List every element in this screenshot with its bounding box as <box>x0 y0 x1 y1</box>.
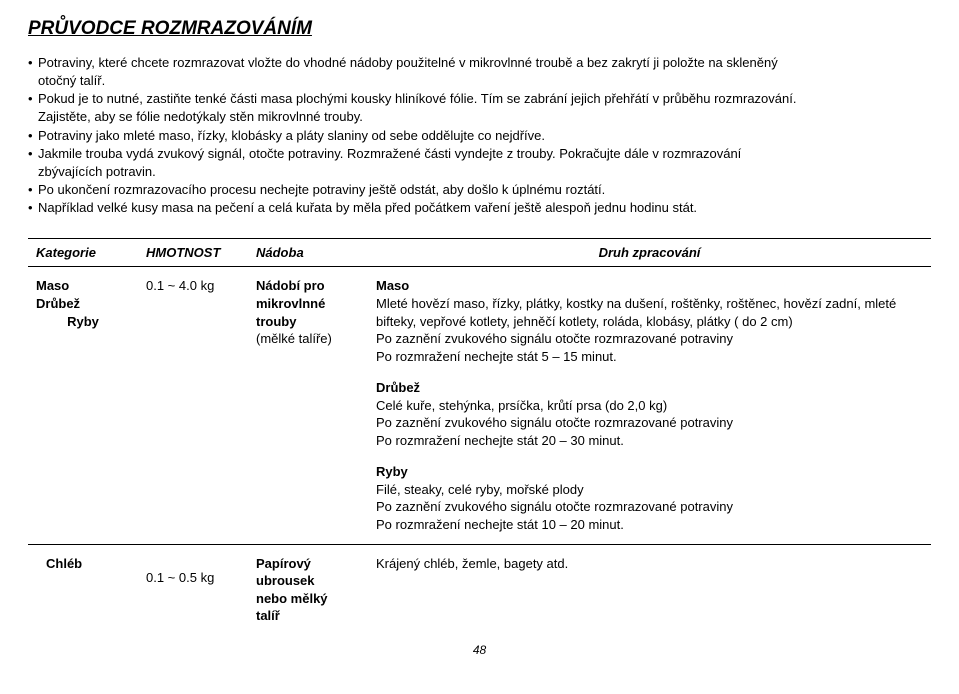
bullet-dot: • <box>28 90 38 107</box>
cat-fish: Ryby <box>36 313 130 331</box>
table-row: Maso Drůbež Ryby 0.1 ~ 4.0 kg Nádobí pro… <box>28 267 931 544</box>
table-header-row: Kategorie HMOTNOST Nádoba Druh zpracován… <box>28 239 931 267</box>
cat-meat: Maso <box>36 277 130 295</box>
bullet-dot: • <box>28 181 38 198</box>
bullet-text: Potraviny, které chcete rozmrazovat vlož… <box>38 54 931 71</box>
proc-line: Po rozmražení nechejte stát 5 – 15 minut… <box>376 348 923 366</box>
bullet-text: Například velké kusy masa na pečení a ce… <box>38 199 931 216</box>
vessel-line: Nádobí pro <box>256 277 360 295</box>
bullet-dot: • <box>28 145 38 162</box>
proc-line: Mleté hovězí maso, řízky, plátky, kostky… <box>376 295 923 313</box>
th-category: Kategorie <box>28 239 138 267</box>
proc-line: Po zaznění zvukového signálu otočte rozm… <box>376 414 923 432</box>
cell-category: Maso Drůbež Ryby <box>28 267 138 544</box>
bullet-text: zbývajících potravin. <box>38 163 931 180</box>
proc-heading: Drůbež <box>376 379 923 397</box>
bullet-text: Potraviny jako mleté maso, řízky, klobás… <box>38 127 931 144</box>
proc-line: Po zaznění zvukového signálu otočte rozm… <box>376 330 923 348</box>
bullet-text: Zajistěte, aby se fólie nedotýkaly stěn … <box>38 108 931 125</box>
bullet-dot <box>28 108 38 125</box>
weight-value: 0.1 ~ 0.5 kg <box>146 570 214 585</box>
bullet-item: •Po ukončení rozmrazovacího procesu nech… <box>28 181 931 198</box>
defrost-table: Kategorie HMOTNOST Nádoba Druh zpracován… <box>28 238 931 634</box>
proc-line: Po zaznění zvukového signálu otočte rozm… <box>376 498 923 516</box>
bullet-text: Pokud je to nutné, zastiňte tenké části … <box>38 90 931 107</box>
page-number: 48 <box>28 643 931 657</box>
bullet-item: •Jakmile trouba vydá zvukový signál, oto… <box>28 145 931 162</box>
vessel-line: mikrovlnné <box>256 295 360 313</box>
vessel-line: (mělké talíře) <box>256 330 360 348</box>
vessel-line: trouby <box>256 313 360 331</box>
bullet-item: Zajistěte, aby se fólie nedotýkaly stěn … <box>28 108 931 125</box>
bullet-item: otočný talíř. <box>28 72 931 89</box>
bullet-dot: • <box>28 199 38 216</box>
proc-poultry: Drůbež Celé kuře, stehýnka, prsíčka, krů… <box>376 379 923 449</box>
th-processing: Druh zpracování <box>368 239 931 267</box>
proc-line: Celé kuře, stehýnka, prsíčka, krůtí prsa… <box>376 397 923 415</box>
cell-category: Chléb <box>28 544 138 635</box>
page: PRŮVODCE ROZMRAZOVÁNÍM •Potraviny, které… <box>0 0 959 665</box>
bullet-list: •Potraviny, které chcete rozmrazovat vlo… <box>28 54 931 216</box>
cell-vessel: Nádobí pro mikrovlnné trouby (mělké talí… <box>248 267 368 544</box>
table-row: Chléb 0.1 ~ 0.5 kg Papírový ubrousek neb… <box>28 544 931 635</box>
bullet-item: •Například velké kusy masa na pečení a c… <box>28 199 931 216</box>
proc-fish: Ryby Filé, steaky, celé ryby, mořské plo… <box>376 463 923 533</box>
proc-line: bifteky, vepřové kotlety, jehněčí kotlet… <box>376 313 923 331</box>
bullet-dot: • <box>28 127 38 144</box>
proc-line: Po rozmražení nechejte stát 10 – 20 minu… <box>376 516 923 534</box>
page-title: PRŮVODCE ROZMRAZOVÁNÍM <box>28 18 931 40</box>
proc-line: Po rozmražení nechejte stát 20 – 30 minu… <box>376 432 923 450</box>
th-vessel: Nádoba <box>248 239 368 267</box>
proc-line: Filé, steaky, celé ryby, mořské plody <box>376 481 923 499</box>
bullet-dot: • <box>28 54 38 71</box>
cell-weight: 0.1 ~ 4.0 kg <box>138 267 248 544</box>
bullet-dot <box>28 72 38 89</box>
proc-heading: Maso <box>376 277 923 295</box>
bullet-item: zbývajících potravin. <box>28 163 931 180</box>
bullet-text: otočný talíř. <box>38 72 931 89</box>
proc-heading: Ryby <box>376 463 923 481</box>
bullet-item: •Potraviny, které chcete rozmrazovat vlo… <box>28 54 931 71</box>
bullet-dot <box>28 163 38 180</box>
bullet-text: Jakmile trouba vydá zvukový signál, otoč… <box>38 145 931 162</box>
vessel-line: talíř <box>256 607 360 625</box>
cat-poultry: Drůbež <box>36 295 130 313</box>
vessel-line: nebo mělký <box>256 590 360 608</box>
cell-weight: 0.1 ~ 0.5 kg <box>138 544 248 635</box>
proc-meat: Maso Mleté hovězí maso, řízky, plátky, k… <box>376 277 923 365</box>
vessel-line: ubrousek <box>256 572 360 590</box>
th-weight: HMOTNOST <box>138 239 248 267</box>
cell-vessel: Papírový ubrousek nebo mělký talíř <box>248 544 368 635</box>
vessel-line: Papírový <box>256 555 360 573</box>
bullet-item: •Pokud je to nutné, zastiňte tenké části… <box>28 90 931 107</box>
bullet-text: Po ukončení rozmrazovacího procesu neche… <box>38 181 931 198</box>
cell-processing: Maso Mleté hovězí maso, řízky, plátky, k… <box>368 267 931 544</box>
bullet-item: •Potraviny jako mleté maso, řízky, klobá… <box>28 127 931 144</box>
cell-processing: Krájený chléb, žemle, bagety atd. <box>368 544 931 635</box>
